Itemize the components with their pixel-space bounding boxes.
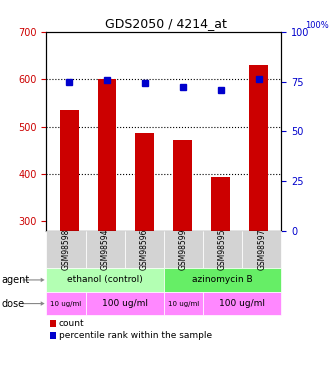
Text: GSM98598: GSM98598 <box>62 229 71 270</box>
Bar <box>249 65 268 231</box>
Text: 100 ug/ml: 100 ug/ml <box>102 299 148 308</box>
Text: 10 ug/ml: 10 ug/ml <box>168 301 199 307</box>
Text: GSM98596: GSM98596 <box>140 229 149 270</box>
Text: GSM98595: GSM98595 <box>218 229 227 270</box>
Text: 10 ug/ml: 10 ug/ml <box>50 301 81 307</box>
Text: dose: dose <box>2 298 25 309</box>
Bar <box>60 110 78 231</box>
Bar <box>173 140 192 231</box>
Text: GSM98597: GSM98597 <box>257 229 266 270</box>
Text: GDS2050 / 4214_at: GDS2050 / 4214_at <box>105 17 226 30</box>
Text: azinomycin B: azinomycin B <box>192 275 253 284</box>
Bar <box>98 79 117 231</box>
Text: 100%: 100% <box>305 21 329 30</box>
Text: count: count <box>59 319 84 328</box>
Text: agent: agent <box>2 275 30 285</box>
Text: 100 ug/ml: 100 ug/ml <box>219 299 265 308</box>
Text: GSM98594: GSM98594 <box>101 229 110 270</box>
Text: percentile rank within the sample: percentile rank within the sample <box>59 331 212 340</box>
Bar <box>135 133 154 231</box>
Text: GSM98599: GSM98599 <box>179 229 188 270</box>
Text: ethanol (control): ethanol (control) <box>67 275 143 284</box>
Bar <box>211 177 230 231</box>
